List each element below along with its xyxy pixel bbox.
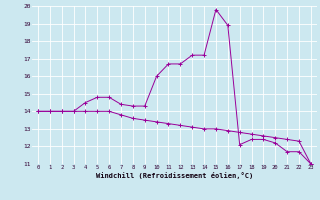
X-axis label: Windchill (Refroidissement éolien,°C): Windchill (Refroidissement éolien,°C) bbox=[96, 172, 253, 179]
